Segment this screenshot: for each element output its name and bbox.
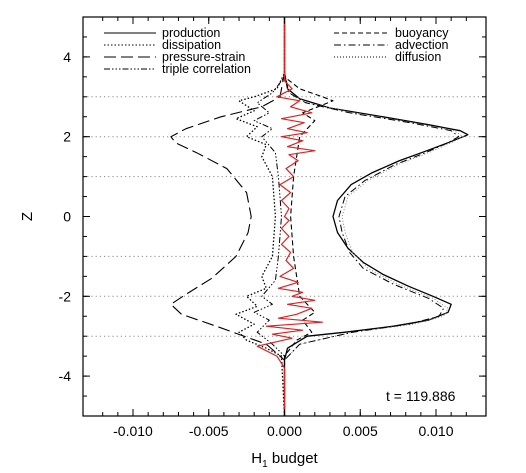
x-tick-label: -0.010 — [113, 423, 153, 439]
time-annotation: t = 119.886 — [386, 388, 456, 404]
legend-label-advection: advection — [395, 38, 449, 52]
y-axis-label: Z — [19, 212, 36, 221]
y-tick-label: -4 — [59, 368, 72, 384]
legend-label-dissipation: dissipation — [162, 38, 221, 52]
x-tick-label: 0.005 — [343, 423, 378, 439]
series-production — [283, 17, 469, 416]
series-buoyancy — [283, 17, 334, 416]
legend: productiondissipationpressure-straintrip… — [104, 26, 449, 76]
y-tick-label: -2 — [59, 288, 72, 304]
series-triple-correlation — [253, 17, 285, 416]
legend-label-production: production — [162, 26, 220, 40]
legend-label-triple-correlation: triple correlation — [162, 62, 251, 76]
legend-label-buoyancy: buoyancy — [395, 26, 449, 40]
x-axis-label: H1 budget — [251, 450, 318, 470]
x-axis-label-subscript: 1 — [262, 459, 268, 470]
legend-label-pressure-strain: pressure-strain — [162, 50, 245, 64]
series-total — [256, 17, 323, 416]
axis-ticks: -0.010 -0.005 0.000 0.005 0.010 -4 -2 0 2 4 — [59, 17, 486, 439]
y-tick-label: 0 — [63, 209, 71, 225]
series-dissipation — [235, 17, 286, 417]
x-axis-label-rest: budget — [268, 450, 319, 467]
series-diffusion — [284, 17, 464, 416]
series-pressure-strain — [170, 17, 286, 416]
y-tick-label: 4 — [63, 49, 71, 65]
legend-label-diffusion: diffusion — [395, 50, 441, 64]
x-axis-label-main: H — [251, 450, 262, 467]
x-tick-label: -0.005 — [189, 423, 229, 439]
y-tick-label: 2 — [63, 129, 71, 145]
x-tick-label: 0.000 — [267, 423, 302, 439]
x-tick-label: 0.010 — [418, 423, 453, 439]
series-advection — [284, 17, 460, 416]
series-lines — [170, 17, 469, 417]
